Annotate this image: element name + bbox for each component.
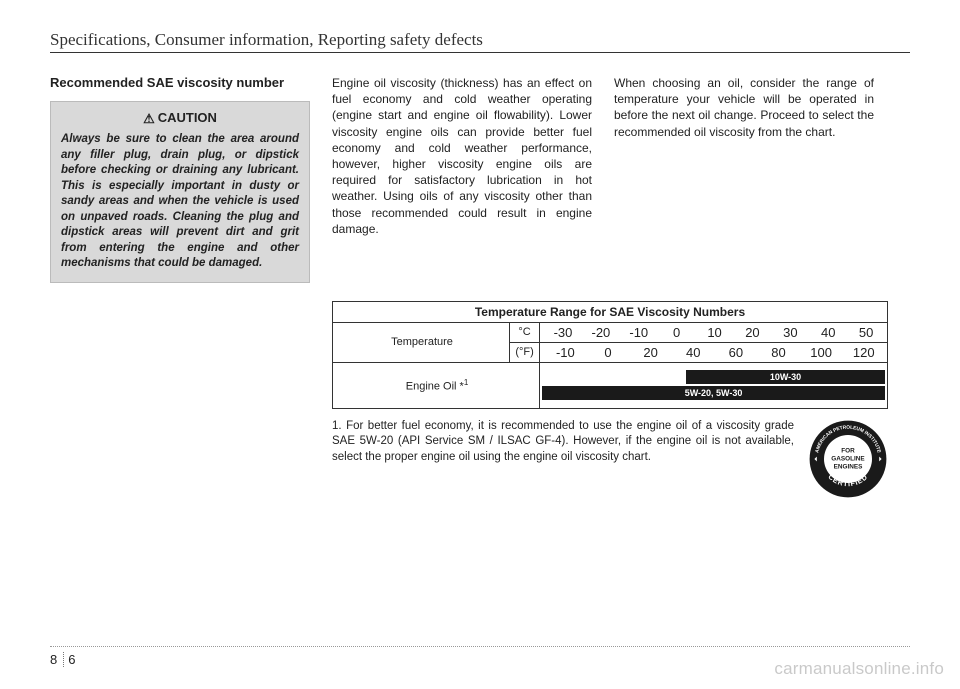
scale-c-value: 50 <box>847 325 885 340</box>
caution-box: ⚠CAUTION Always be sure to clean the are… <box>50 101 310 283</box>
column-2: Engine oil viscosity (thickness) has an … <box>332 75 592 283</box>
column-1: Recommended SAE viscosity number ⚠CAUTIO… <box>50 75 310 283</box>
page-header-title: Specifications, Consumer information, Re… <box>50 30 910 50</box>
svg-text:FOR: FOR <box>841 447 855 454</box>
oil-label-text: Engine Oil * <box>406 381 464 393</box>
scale-c-value: 20 <box>734 325 772 340</box>
svg-text:GASOLINE: GASOLINE <box>831 455 865 462</box>
bar-5w20-5w30: 5W-20, 5W-30 <box>542 386 885 400</box>
temperature-label: Temperature <box>333 322 510 362</box>
scale-c-value: -10 <box>620 325 658 340</box>
footnote-row: 1. For better fuel economy, it is recomm… <box>332 419 888 499</box>
caution-label: CAUTION <box>158 110 217 125</box>
warning-triangle-icon: ⚠ <box>143 111 155 128</box>
api-seal-icon: AMERICAN PETROLEUM INSTITUTE CERTIFIED F… <box>808 419 888 499</box>
scale-f-value: 40 <box>672 345 715 360</box>
viscosity-table: Temperature Range for SAE Viscosity Numb… <box>332 301 888 409</box>
page-number-value: 6 <box>68 652 75 667</box>
engine-oil-label: Engine Oil *1 <box>333 362 540 408</box>
scale-f-value: 20 <box>629 345 672 360</box>
scale-c-value: 10 <box>696 325 734 340</box>
bar-row-1: 10W-30 <box>542 370 885 384</box>
scale-f-value: 100 <box>800 345 843 360</box>
svg-text:ENGINES: ENGINES <box>834 463 864 470</box>
unit-celsius: °C <box>510 322 540 342</box>
scale-f-value: 80 <box>757 345 800 360</box>
scale-c-value: -30 <box>544 325 582 340</box>
oil-label-sup: 1 <box>464 378 468 387</box>
table-title: Temperature Range for SAE Viscosity Numb… <box>333 301 888 322</box>
bar-row-2: 5W-20, 5W-30 <box>542 386 885 400</box>
scale-f-value: 0 <box>587 345 630 360</box>
body-text-selection: When choosing an oil, consider the range… <box>614 75 874 140</box>
content-columns: Recommended SAE viscosity number ⚠CAUTIO… <box>50 75 910 283</box>
scale-f-value: 120 <box>842 345 885 360</box>
scale-c-value: 0 <box>658 325 696 340</box>
scale-c-value: 30 <box>771 325 809 340</box>
footnote-text: 1. For better fuel economy, it is recomm… <box>332 419 794 466</box>
section-number: 8 <box>50 652 64 667</box>
subhead-viscosity: Recommended SAE viscosity number <box>50 75 310 91</box>
page-number: 86 <box>50 652 75 667</box>
unit-fahrenheit: (°F) <box>510 342 540 362</box>
caution-heading: ⚠CAUTION <box>61 110 299 128</box>
scale-c-value: -20 <box>582 325 620 340</box>
scale-celsius: -30-20-1001020304050 <box>540 322 888 342</box>
scale-f-value: 60 <box>715 345 758 360</box>
footer-dotted-rule <box>50 646 910 647</box>
body-text-viscosity: Engine oil viscosity (thickness) has an … <box>332 75 592 237</box>
scale-fahrenheit: -10020406080100120 <box>540 342 888 362</box>
caution-body-text: Always be sure to clean the area around … <box>61 132 299 272</box>
scale-f-value: -10 <box>544 345 587 360</box>
bar-10w30: 10W-30 <box>686 370 885 384</box>
scale-c-value: 40 <box>809 325 847 340</box>
header-rule <box>50 52 910 53</box>
watermark-text: carmanualsonline.info <box>774 659 944 679</box>
column-3: When choosing an oil, consider the range… <box>614 75 874 283</box>
oil-bars-cell: 10W-30 5W-20, 5W-30 <box>540 362 888 408</box>
viscosity-table-wrap: Temperature Range for SAE Viscosity Numb… <box>332 301 888 409</box>
